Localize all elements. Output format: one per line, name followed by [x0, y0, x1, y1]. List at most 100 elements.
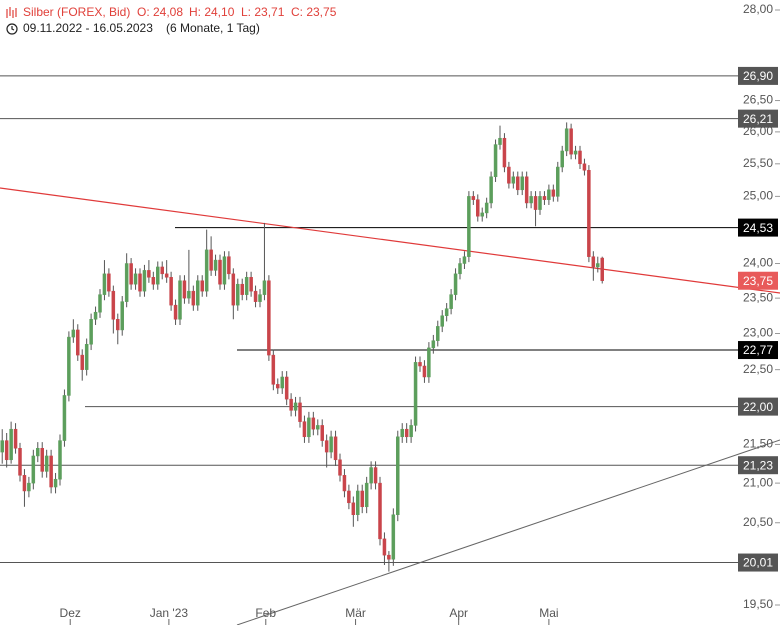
- candle-body: [18, 448, 22, 476]
- x-tick-label: Apr: [449, 606, 468, 620]
- candle-body: [258, 294, 262, 302]
- candle-body: [320, 425, 324, 441]
- candle-body: [582, 163, 587, 171]
- candles: [0, 122, 604, 572]
- x-tick-label: Mär: [345, 606, 366, 620]
- candle-body: [329, 436, 333, 453]
- candle-body: [222, 256, 227, 285]
- candle-body: [587, 170, 591, 257]
- candle-body: [360, 490, 364, 508]
- candle-body: [436, 326, 440, 341]
- candle-body: [458, 263, 462, 275]
- y-tick-label: 22,50: [743, 362, 773, 376]
- y-tick-label: 23,50: [743, 290, 773, 304]
- candle-body: [93, 311, 98, 320]
- level-labels: 26,90 26,21 24,53 23,75 22,77 22,00 21,23 20,01: [738, 66, 778, 572]
- candle-body: [40, 448, 44, 472]
- candle-body: [382, 538, 387, 556]
- candle-body: [396, 436, 400, 515]
- level-box: [738, 553, 778, 572]
- candle-body: [573, 150, 578, 155]
- candle-body: [484, 202, 489, 214]
- candle-body: [89, 319, 93, 345]
- x-tick-label: Dez: [60, 606, 81, 620]
- candle-body: [591, 256, 596, 268]
- candle-body: [284, 376, 289, 400]
- candle-body: [467, 196, 471, 257]
- candle-body: [511, 176, 516, 184]
- candle-body: [569, 128, 573, 155]
- candle-body: [476, 199, 480, 217]
- candle-body: [529, 196, 533, 204]
- candle-body: [502, 137, 507, 168]
- candle-body: [27, 482, 31, 492]
- candle-body: [196, 280, 200, 306]
- candle-body: [84, 344, 89, 370]
- candle-body: [213, 259, 218, 271]
- candle-body: [231, 273, 236, 306]
- candle-body: [102, 273, 107, 295]
- candle-body: [462, 256, 467, 264]
- candle-body: [244, 277, 249, 295]
- levels: [0, 75, 738, 564]
- level-label: 20,01: [743, 556, 773, 570]
- candle-body: [507, 166, 511, 184]
- candle-body: [9, 428, 13, 461]
- candle-body: [240, 283, 244, 295]
- candle-body: [116, 319, 120, 331]
- level-label: 26,21: [743, 112, 773, 126]
- candle-body: [53, 478, 58, 488]
- level-box: [738, 271, 778, 290]
- candle-body: [356, 490, 360, 515]
- y-tick-label: 24,00: [743, 256, 773, 270]
- candle-body: [302, 421, 307, 438]
- period: (6 Monate, 1 Tag): [166, 21, 260, 35]
- candle-body: [538, 196, 542, 210]
- candle-body: [13, 428, 18, 449]
- candle-body: [409, 425, 413, 438]
- y-tick-label: 23,00: [743, 326, 773, 340]
- candle-body: [547, 189, 551, 200]
- candle-body: [204, 249, 209, 292]
- level-box: [738, 109, 778, 128]
- instrument-icon: [6, 7, 17, 18]
- candle-body: [156, 266, 160, 285]
- y-tick-label: 20,50: [743, 515, 773, 529]
- candle-body: [71, 329, 76, 338]
- candle-body: [111, 290, 116, 320]
- candle-body: [364, 482, 369, 508]
- candle-body: [413, 362, 418, 426]
- candle-body: [453, 273, 458, 295]
- candle-body: [347, 490, 351, 504]
- y-tick-label: 28,00: [743, 2, 773, 16]
- grey-trendline: [236, 439, 780, 625]
- candle-body: [276, 384, 280, 389]
- candle-body: [107, 273, 111, 292]
- candle-body: [209, 249, 213, 271]
- candle-body: [600, 257, 604, 281]
- level-box: [738, 66, 778, 85]
- red-trendline: [0, 187, 780, 294]
- candle-body: [520, 176, 524, 191]
- level-label: 23,75: [743, 274, 773, 288]
- candle-body: [533, 196, 538, 210]
- candle-body: [551, 189, 556, 197]
- candle-body: [351, 502, 356, 515]
- axis: 19,50 20,50 21,00 21,50 22,50 23,00 23,50 24,00…: [60, 2, 780, 625]
- candle-body: [311, 417, 316, 430]
- level-label: 26,90: [743, 69, 773, 83]
- candle-body: [58, 440, 62, 480]
- level-box: [738, 456, 778, 475]
- candle-body: [98, 294, 102, 313]
- candle-body: [49, 455, 53, 488]
- candle-body: [76, 329, 80, 356]
- candle-body: [556, 166, 560, 197]
- candle-body: [489, 176, 493, 204]
- y-tick-label: 21,50: [743, 437, 773, 451]
- candle-body: [67, 336, 71, 396]
- candle-body: [387, 554, 391, 560]
- candle-body: [542, 196, 547, 200]
- candle-body: [151, 277, 156, 285]
- candle-body: [516, 176, 520, 191]
